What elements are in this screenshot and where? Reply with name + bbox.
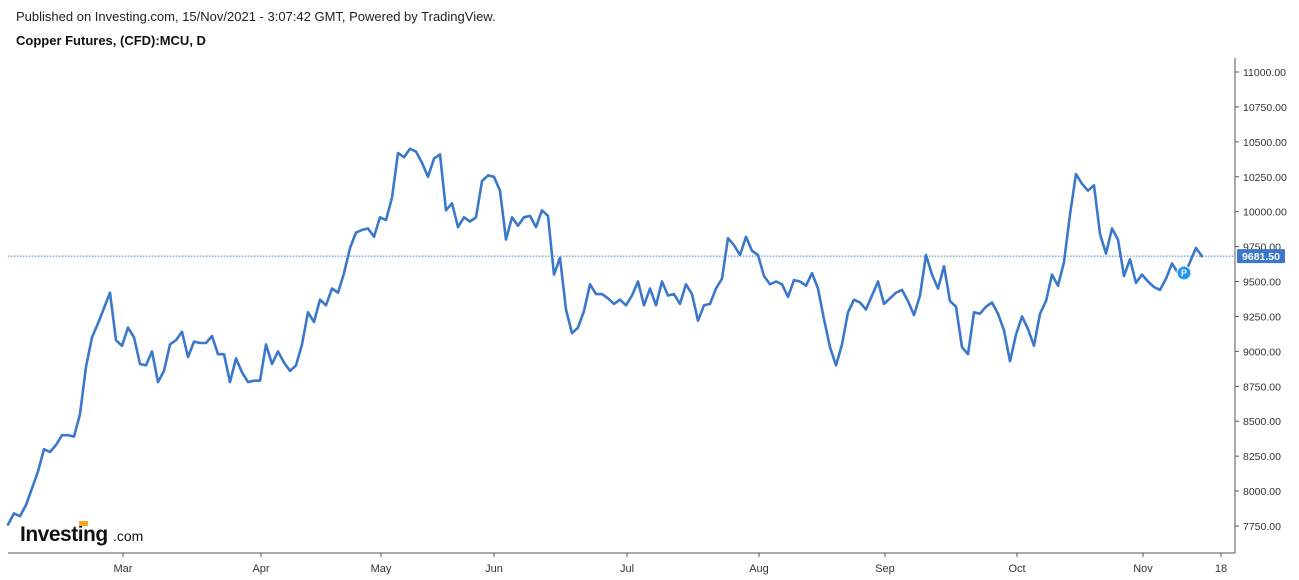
logo-suffix: .com bbox=[113, 528, 143, 544]
x-tick-label: Oct bbox=[1008, 563, 1025, 575]
y-tick-label: 8750.00 bbox=[1243, 381, 1281, 393]
y-tick-label: 8500.00 bbox=[1243, 416, 1281, 428]
x-tick-label: Sep bbox=[875, 563, 895, 575]
price-series-line bbox=[6, 147, 1204, 526]
y-tick-label: 10000.00 bbox=[1243, 207, 1287, 219]
y-tick-label: 9250.00 bbox=[1243, 311, 1281, 323]
x-tick-label: Aug bbox=[749, 563, 769, 575]
x-tick-label: 18 bbox=[1215, 563, 1227, 575]
last-price-tag: 9681.50 bbox=[1237, 249, 1285, 264]
x-tick-label: May bbox=[371, 563, 392, 575]
y-tick-label: 8250.00 bbox=[1243, 451, 1281, 463]
y-tick-label: 10500.00 bbox=[1243, 137, 1287, 149]
last-price-label: 9681.50 bbox=[1242, 251, 1280, 263]
logo-accent bbox=[79, 521, 88, 526]
x-axis-ticks: Mar Apr May Jun Jul Aug Sep Oct Nov 18 bbox=[114, 553, 1227, 575]
chart-title: Copper Futures, (CFD):MCU, D bbox=[16, 33, 206, 48]
y-tick-label: 10250.00 bbox=[1243, 172, 1287, 184]
y-tick-label: 11000.00 bbox=[1243, 67, 1286, 79]
logo-main: Investing bbox=[20, 523, 108, 546]
p-marker[interactable]: P bbox=[1176, 265, 1192, 281]
y-tick-label: 9500.00 bbox=[1243, 277, 1281, 289]
x-tick-label: Mar bbox=[114, 563, 133, 575]
y-tick-label: 9000.00 bbox=[1243, 346, 1281, 358]
y-tick-label: 8000.00 bbox=[1243, 486, 1281, 498]
x-tick-label: Nov bbox=[1133, 563, 1153, 575]
y-tick-label: 10750.00 bbox=[1243, 102, 1287, 114]
x-tick-label: Jun bbox=[485, 563, 503, 575]
y-tick-label: 7750.00 bbox=[1243, 521, 1281, 533]
y-axis-ticks: 7750.00 8000.00 8250.00 8500.00 8750.00 9000.… bbox=[1235, 67, 1287, 533]
p-marker-label: P bbox=[1181, 268, 1187, 278]
investing-logo: Investing .com bbox=[20, 521, 143, 546]
published-info: Published on Investing.com, 15/Nov/2021 … bbox=[16, 9, 496, 24]
x-tick-label: Jul bbox=[620, 563, 634, 575]
x-tick-label: Apr bbox=[252, 563, 269, 575]
